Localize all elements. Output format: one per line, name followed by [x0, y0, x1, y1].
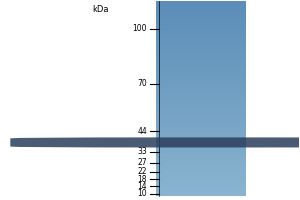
Text: 22: 22	[137, 167, 147, 176]
Text: 27: 27	[137, 158, 147, 167]
Text: 100: 100	[133, 24, 147, 33]
Text: 44: 44	[137, 127, 147, 136]
Text: 33: 33	[137, 147, 147, 156]
Text: 70: 70	[137, 79, 147, 88]
Text: kDa: kDa	[92, 5, 108, 14]
Text: 10: 10	[137, 189, 147, 198]
FancyBboxPatch shape	[10, 137, 300, 147]
Text: 14: 14	[137, 182, 147, 191]
Text: 18: 18	[137, 175, 147, 184]
